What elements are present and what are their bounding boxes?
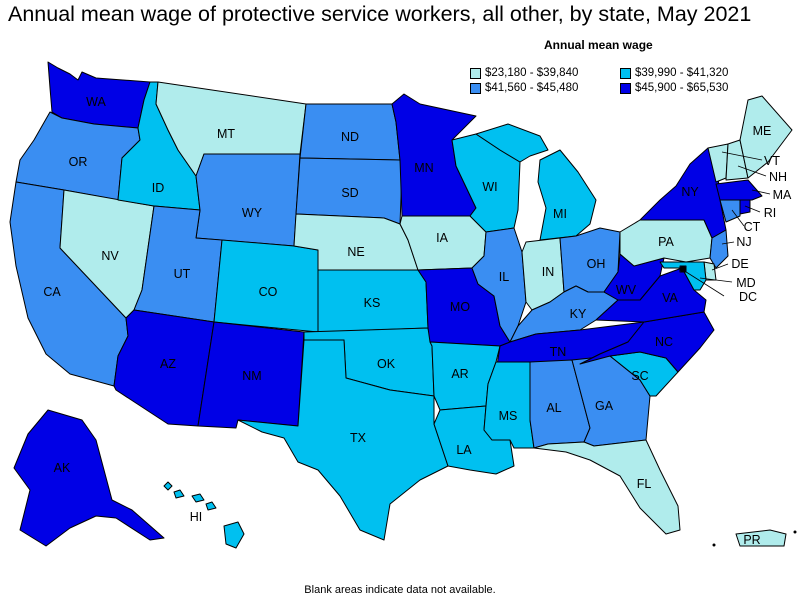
state-label-mn: MN (414, 161, 433, 175)
state-label-fl: FL (637, 477, 652, 491)
state-label-me: ME (753, 124, 772, 138)
state-label-de: DE (731, 257, 748, 271)
state-label-sc: SC (631, 369, 648, 383)
state-label-or: OR (69, 155, 88, 169)
state-nj[interactable] (709, 229, 729, 269)
state-label-ga: GA (595, 399, 614, 413)
state-label-ks: KS (364, 296, 381, 310)
state-label-va: VA (662, 291, 678, 305)
state-labels: WA OR CA NV ID MT WY UT CO AZ NM ND SD N… (43, 95, 792, 547)
state-label-ut: UT (174, 267, 191, 281)
state-fl[interactable] (533, 439, 681, 535)
state-tx[interactable] (237, 339, 449, 541)
state-pr[interactable] (735, 529, 787, 547)
state-wy[interactable] (195, 153, 301, 247)
state-label-nj: NJ (736, 235, 751, 249)
state-label-ny: NY (681, 185, 699, 199)
legend-item-bin-4: $45,900 - $65,530 (620, 82, 728, 94)
state-label-mt: MT (217, 127, 235, 141)
legend-item-bin-3: $41,560 - $45,480 (470, 82, 578, 94)
legend-swatch-bin-4 (620, 82, 631, 94)
legend-swatch-bin-2 (620, 67, 631, 79)
state-label-ma: MA (773, 188, 792, 202)
legend-label-bin-3: $41,560 - $45,480 (485, 82, 579, 94)
state-label-co: CO (259, 285, 278, 299)
state-label-nh: NH (769, 170, 787, 184)
legend-title: Annual mean wage (544, 38, 653, 52)
state-label-md: MD (736, 276, 755, 290)
state-label-tn: TN (550, 345, 567, 359)
state-label-nm: NM (242, 369, 261, 383)
state-il[interactable] (471, 227, 527, 343)
state-ak[interactable] (13, 409, 165, 547)
state-label-ak: AK (54, 461, 71, 475)
legend-swatch-bin-1 (470, 67, 481, 79)
legend-label-bin-2: $39,990 - $41,320 (635, 67, 729, 79)
state-label-ne: NE (347, 245, 364, 259)
state-label-in: IN (542, 265, 555, 279)
state-ri[interactable] (739, 199, 751, 215)
state-label-ms: MS (499, 409, 518, 423)
footer-note: Blank areas indicate data not available. (304, 584, 496, 596)
legend-label-bin-1: $23,180 - $39,840 (485, 67, 579, 79)
state-ma[interactable] (715, 179, 763, 201)
state-label-nd: ND (341, 130, 359, 144)
state-me[interactable] (739, 95, 793, 179)
state-label-mi: MI (553, 207, 567, 221)
state-label-tx: TX (350, 431, 367, 445)
state-label-ca: CA (43, 285, 61, 299)
state-label-wa: WA (86, 95, 106, 109)
state-mi[interactable] (475, 123, 597, 241)
pr-islet-dot (793, 530, 797, 534)
state-label-pr: PR (743, 533, 760, 547)
state-label-ct: CT (744, 220, 761, 234)
state-label-ia: IA (436, 231, 448, 245)
state-label-az: AZ (160, 357, 176, 371)
legend-item-bin-1: $23,180 - $39,840 (470, 67, 578, 79)
state-label-vt: VT (764, 154, 780, 168)
state-ms[interactable] (483, 361, 535, 449)
state-label-nv: NV (101, 249, 119, 263)
state-label-ar: AR (451, 367, 468, 381)
legend-label-bin-4: $45,900 - $65,530 (635, 82, 729, 94)
state-md[interactable] (659, 261, 707, 291)
state-label-wv: WV (616, 283, 637, 297)
state-hi[interactable] (163, 481, 245, 549)
legend-item-bin-2: $39,990 - $41,320 (620, 67, 728, 79)
state-label-la: LA (456, 443, 472, 457)
state-label-pa: PA (658, 235, 674, 249)
state-label-wy: WY (242, 206, 263, 220)
state-label-ky: KY (570, 307, 587, 321)
state-label-oh: OH (587, 257, 606, 271)
state-label-sd: SD (341, 186, 358, 200)
state-label-wi: WI (482, 180, 497, 194)
pr-islet-dot (712, 543, 716, 547)
state-label-ri: RI (764, 206, 777, 220)
label-leaders (682, 151, 771, 297)
legend-swatch-bin-3 (470, 82, 481, 94)
state-label-mo: MO (450, 300, 470, 314)
state-label-il: IL (499, 270, 509, 284)
state-label-nc: NC (655, 335, 673, 349)
map-title: Annual mean wage of protective service w… (8, 2, 752, 26)
state-label-al: AL (546, 401, 561, 415)
state-nc[interactable] (579, 311, 715, 373)
dc-marker (680, 266, 686, 272)
state-label-dc: DC (739, 290, 757, 304)
state-label-hi: HI (190, 510, 203, 524)
state-label-ok: OK (377, 357, 396, 371)
state-ct[interactable] (719, 199, 741, 223)
state-label-id: ID (152, 181, 165, 195)
